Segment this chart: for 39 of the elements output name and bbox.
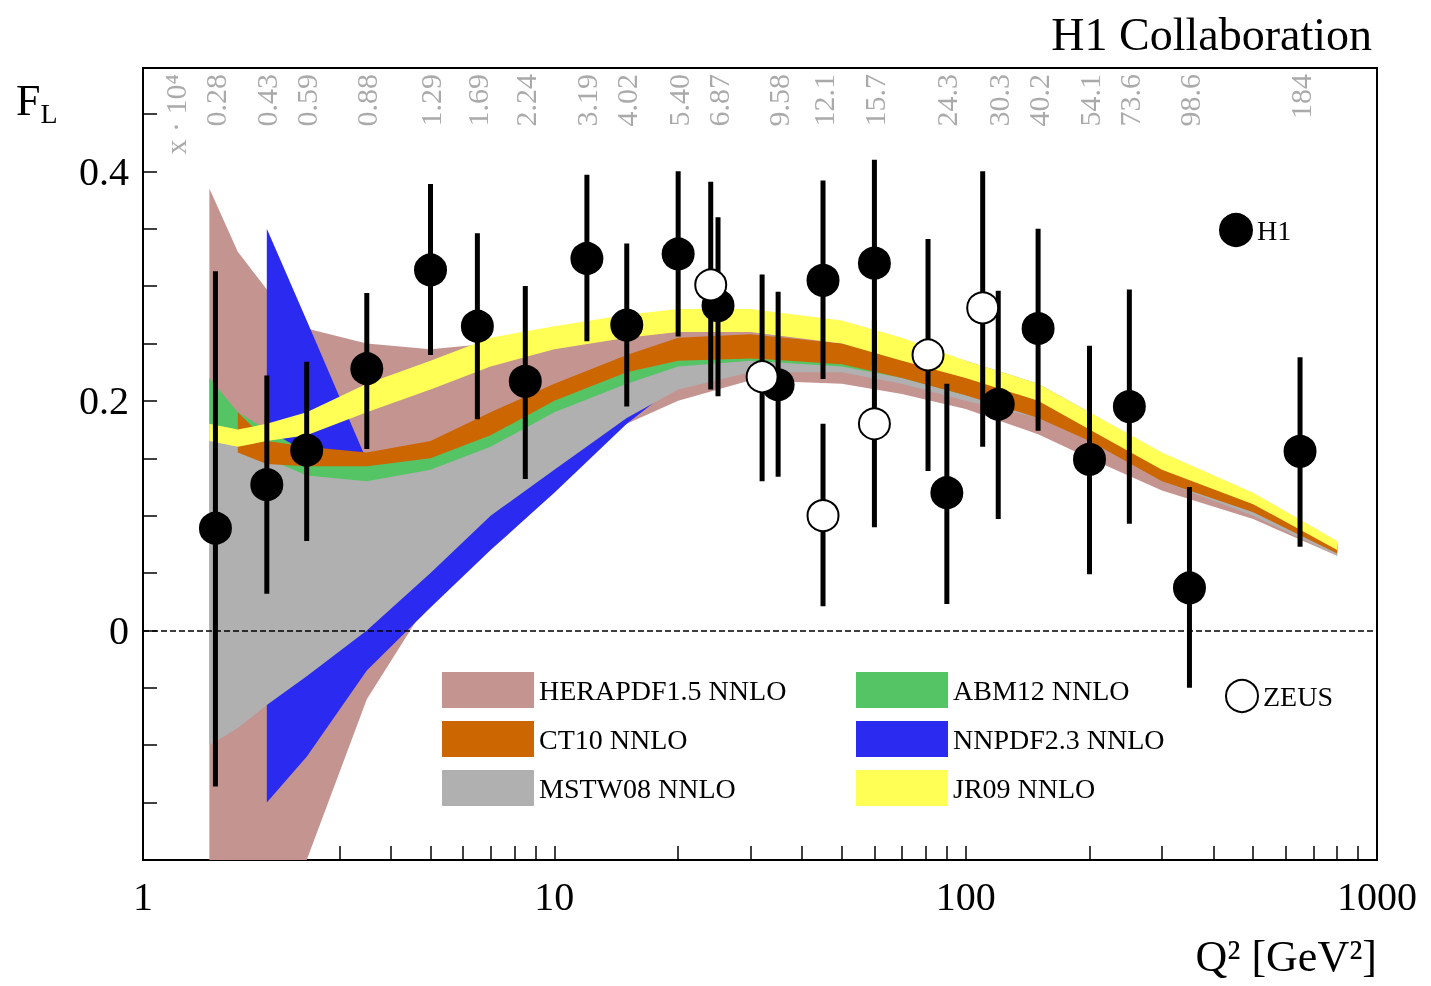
- annotation: 6.87: [701, 74, 735, 127]
- annotation: 0.59: [290, 74, 324, 127]
- legend-label: ABM12 NNLO: [953, 674, 1130, 706]
- legend-label: ZEUS: [1263, 680, 1333, 712]
- x-tick-label: 10: [534, 873, 575, 919]
- x-tick-label: 1000: [1337, 873, 1417, 919]
- annotation: 1.29: [414, 74, 448, 127]
- annotation: 30.3: [981, 74, 1015, 127]
- annotation: 54.1: [1072, 74, 1106, 127]
- annotation: 40.2: [1021, 74, 1055, 127]
- legend-label: NNPDF2.3 NNLO: [953, 723, 1165, 755]
- annotation: 24.3: [930, 74, 964, 127]
- annotation: 0.43: [250, 74, 284, 127]
- annotation: 2.24: [508, 74, 542, 127]
- annotation: 3.19: [570, 74, 604, 127]
- legend-label: JR09 NNLO: [953, 772, 1096, 804]
- annotation: 5.40: [661, 74, 695, 127]
- annotation: 0.28: [198, 74, 232, 127]
- annotation: 73.6: [1112, 74, 1146, 127]
- annotation: 4.02: [610, 74, 644, 127]
- x-axis-title: Q² [GeV²]: [1195, 931, 1377, 981]
- x-tick-label: 100: [935, 873, 996, 919]
- legend-label: H1: [1257, 214, 1292, 246]
- legend-label: CT10 NNLO: [539, 723, 688, 755]
- x-tick-label: 1: [133, 873, 153, 919]
- annotation: 9.58: [761, 74, 795, 127]
- annotation: 1.69: [460, 74, 494, 127]
- legend-label: HERAPDF1.5 NNLO: [539, 674, 787, 706]
- annotation: 12.1: [806, 74, 840, 127]
- legend-label: MSTW08 NNLO: [539, 772, 736, 804]
- annotation: 15.7: [857, 74, 891, 127]
- annotation: 0.88: [350, 74, 384, 127]
- y-tick-label: 0.2: [79, 378, 129, 424]
- chart-title: H1 Collaboration: [1051, 8, 1373, 60]
- annotation: 98.6: [1172, 74, 1206, 127]
- annotation: 184: [1283, 74, 1317, 119]
- y-tick-label: 0: [109, 607, 129, 653]
- annotation: x · 10⁴: [159, 74, 193, 155]
- y-tick-label: 0.4: [79, 148, 129, 194]
